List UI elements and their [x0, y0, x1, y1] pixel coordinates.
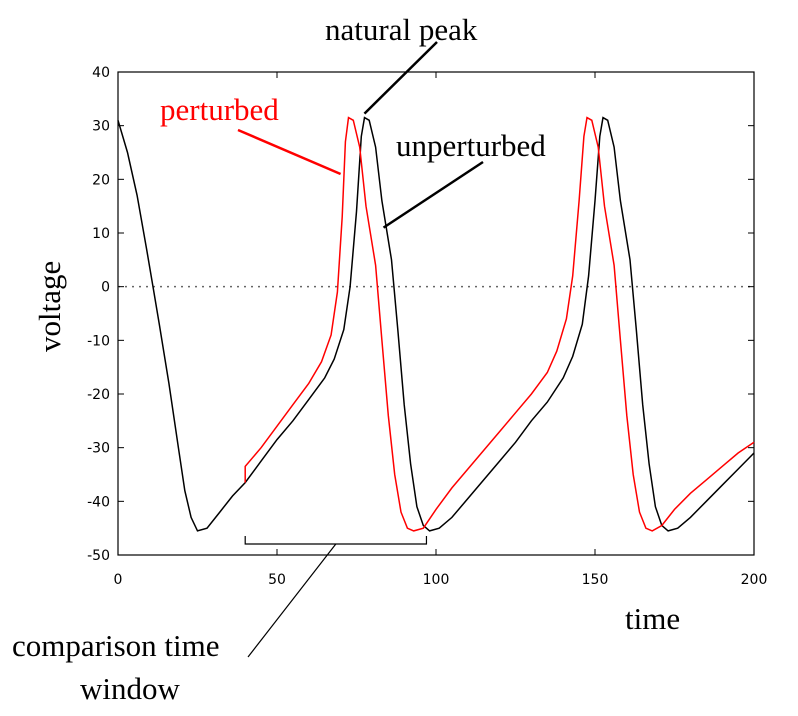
y-tick-label: 40	[92, 65, 110, 81]
y-tick-label: -20	[87, 387, 110, 403]
series-line-perturbed	[244, 116, 755, 532]
x-tick-label: 100	[423, 572, 450, 588]
x-tick-label: 150	[582, 572, 609, 588]
natural-peak-leader-line	[363, 41, 438, 115]
y-tick-label: 10	[92, 226, 110, 242]
y-tick-label: 0	[101, 280, 110, 296]
annotation-unperturbed: unperturbed	[396, 128, 546, 163]
x-tick-label: 200	[741, 572, 768, 588]
x-axis: 0 50 100 150 200	[114, 72, 768, 588]
unperturbed-leader-line	[382, 160, 484, 229]
y-tick-label: -40	[87, 494, 110, 510]
y-axis: 40 30 20 10 0 -10 -20 -30 -40 -50	[87, 65, 754, 564]
series-line-unperturbed	[117, 116, 755, 532]
y-tick-label: -30	[87, 441, 110, 457]
y-axis-label: voltage	[32, 261, 67, 352]
y-tick-label: -10	[87, 333, 110, 349]
x-tick-label: 0	[114, 572, 123, 588]
annotation-window-line1: comparison time	[12, 628, 219, 663]
annotation-natural-peak: natural peak	[325, 12, 478, 47]
annotation-perturbed: perturbed	[160, 92, 279, 127]
x-axis-label: time	[625, 601, 680, 636]
y-tick-label: -50	[87, 548, 110, 564]
comparison-window-leader-line	[247, 543, 337, 658]
annotation-window-line2: window	[80, 671, 181, 706]
comparison-window-bracket	[244, 536, 428, 545]
x-tick-label: 50	[268, 572, 286, 588]
y-tick-label: 20	[92, 172, 110, 188]
y-tick-label: 30	[92, 119, 110, 135]
perturbed-leader-line	[237, 128, 342, 176]
